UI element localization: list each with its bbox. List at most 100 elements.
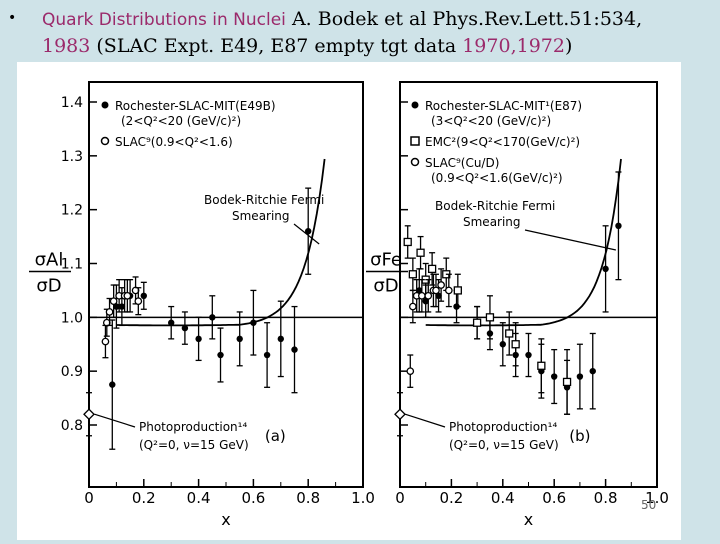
data-point-filled bbox=[195, 335, 202, 343]
data-point-open-circle bbox=[432, 286, 440, 295]
x-tick-label: 0 bbox=[84, 489, 94, 507]
title-line-2: 1983 (SLAC Expt. E49, E87 empty tgt data… bbox=[42, 35, 572, 57]
title-line-1: Quark Distributions in Nuclei A. Bodek e… bbox=[42, 8, 642, 30]
data-point-open-square bbox=[485, 313, 495, 322]
title-data-years: 1970,1972 bbox=[462, 35, 565, 57]
y-axis-label-numerator: σAl bbox=[35, 250, 64, 271]
legend-marker-open-circle bbox=[100, 136, 110, 146]
x-tick-label: 0 bbox=[395, 489, 405, 507]
data-point-open-square bbox=[453, 286, 462, 295]
data-point-filled bbox=[291, 346, 298, 353]
x-tick-label: 0.2 bbox=[132, 489, 156, 507]
annotation-arrow bbox=[94, 413, 136, 428]
fermi-smearing-curve bbox=[425, 158, 622, 327]
data-point-filled bbox=[277, 335, 284, 343]
x-tick-label: 0.8 bbox=[594, 489, 618, 507]
data-point-open-circle bbox=[408, 302, 417, 311]
legend-entry-text: SLAC⁹(Cu/D) bbox=[425, 156, 499, 170]
title-citation: A. Bodek et al Phys.Rev.Lett.51:534, bbox=[285, 8, 643, 30]
title-year: 1983 bbox=[42, 35, 91, 57]
data-point-open-square bbox=[408, 270, 418, 279]
data-point-filled bbox=[209, 314, 216, 321]
annotation-smearing-text: Smearing bbox=[232, 209, 290, 223]
legend-entry-text: (2<Q²<20 (GeV/c)²) bbox=[121, 114, 241, 128]
panel-label: (b) bbox=[569, 427, 590, 445]
data-point-open-square bbox=[416, 248, 425, 257]
data-point-filled bbox=[305, 228, 312, 235]
x-tick-label: 0.6 bbox=[542, 489, 566, 507]
y-tick-label: 1.2 bbox=[61, 203, 83, 219]
legend-marker-open-square bbox=[410, 136, 420, 146]
x-tick-label: 0.6 bbox=[241, 489, 265, 507]
y-axis-label-numerator: σFe bbox=[370, 250, 402, 271]
x-tick-label: 1.0 bbox=[645, 489, 669, 507]
annotation-photoproduction-text: Photoproduction¹⁴ bbox=[449, 420, 557, 434]
data-point-filled bbox=[435, 292, 442, 299]
annotation-arrow bbox=[293, 223, 320, 245]
annotation-photoproduction-text: Photoproduction¹⁴ bbox=[139, 420, 247, 434]
data-point-filled bbox=[416, 287, 423, 294]
y-tick-label: 0.9 bbox=[61, 364, 83, 380]
annotation-smearing-text: Smearing bbox=[463, 215, 521, 229]
x-axis-label: x bbox=[221, 510, 230, 529]
data-point-filled bbox=[217, 351, 224, 359]
data-point-filled bbox=[589, 367, 596, 375]
title-close-paren: ) bbox=[564, 35, 573, 57]
data-point-open-circle bbox=[424, 291, 433, 300]
chart-panel-a: 0 0.2 0.4 0.6 0.8 1.0 x 0.8 0.9 1.0 1.1 1.2 1.3 1.4 σA… bbox=[29, 81, 375, 529]
y-axis-label-denominator: σD bbox=[373, 276, 398, 297]
data-point-filled bbox=[576, 373, 584, 380]
x-tick-label: 0.4 bbox=[491, 489, 515, 507]
data-point-filled bbox=[168, 319, 175, 326]
x-tick-label: 0.4 bbox=[187, 489, 211, 507]
slide-header: • Quark Distributions in Nuclei A. Bodek… bbox=[0, 0, 720, 62]
legend-entry-text: (0.9<Q²<1.6(GeV/c)²) bbox=[431, 171, 563, 185]
legend-entry-text: EMC²(9<Q²<170(GeV/c)²) bbox=[425, 135, 580, 149]
legend-marker-filled-circle bbox=[411, 101, 419, 109]
y-tick-label: 1.4 bbox=[61, 95, 83, 111]
data-point-open-square bbox=[511, 340, 520, 349]
annotation-photoproduction-text: (Q²=0, ν=15 GeV) bbox=[449, 438, 559, 452]
chart-panel-b: 0 0.2 0.4 0.6 0.8 1.0 x σFe σD Rochester-SLAC-MIT… bbox=[366, 81, 669, 529]
data-point-filled bbox=[113, 303, 120, 310]
data-point-open-circle bbox=[437, 281, 445, 289]
data-point-filled bbox=[140, 292, 147, 299]
data-point-filled bbox=[118, 303, 126, 310]
y-axis-label-denominator: σD bbox=[36, 276, 61, 297]
annotation-arrow bbox=[404, 413, 446, 428]
legend-marker-open-circle bbox=[410, 157, 420, 167]
legend-entry-text: (3<Q²<20 (GeV/c)²) bbox=[431, 114, 551, 128]
y-tick-label: 1.0 bbox=[61, 310, 83, 326]
data-point-open-square bbox=[427, 264, 437, 274]
legend-marker-filled-circle bbox=[101, 101, 109, 109]
data-point-open-square bbox=[562, 377, 572, 387]
annotation-smearing-text: Bodek-Ritchie Fermi bbox=[435, 199, 555, 213]
figure-svg: 0 0.2 0.4 0.6 0.8 1.0 x 0.8 0.9 1.0 1.1 1.2 1.3 1.4 σA… bbox=[29, 81, 669, 529]
fermi-smearing-curve bbox=[116, 158, 326, 327]
title-experiment: (SLAC Expt. E49, E87 empty tgt data bbox=[90, 35, 463, 57]
data-point-open-circle bbox=[105, 308, 114, 316]
data-point-filled bbox=[422, 297, 429, 305]
data-point-open-circle bbox=[417, 291, 426, 300]
figure-scan: 0 0.2 0.4 0.6 0.8 1.0 x 0.8 0.9 1.0 1.1 1.2 1.3 1.4 σA… bbox=[17, 62, 681, 540]
data-point-open-circle bbox=[123, 291, 132, 300]
data-point-filled bbox=[525, 351, 532, 359]
data-point-filled bbox=[615, 222, 622, 230]
data-point-open-circle bbox=[109, 297, 118, 306]
annotation-photoproduction-text: (Q²=0, ν=15 GeV) bbox=[139, 438, 249, 452]
data-point-open-circle bbox=[101, 337, 110, 346]
panel-label: (a) bbox=[265, 427, 286, 445]
data-point-open-square bbox=[505, 329, 514, 338]
data-point-open-circle bbox=[444, 286, 453, 295]
x-tick-label: 0.2 bbox=[439, 489, 463, 507]
data-point-filled bbox=[551, 373, 558, 380]
bullet-marker: • bbox=[8, 10, 17, 26]
data-point-open-circle bbox=[406, 367, 415, 376]
annotation-arrow bbox=[524, 229, 617, 251]
y-tick-label: 1.1 bbox=[61, 257, 83, 273]
y-tick-label: 1.3 bbox=[61, 149, 83, 165]
x-tick-label: 1.0 bbox=[351, 489, 375, 507]
legend-entry-text: SLAC⁹(0.9<Q²<1.6) bbox=[115, 135, 233, 149]
title-topic: Quark Distributions in Nuclei bbox=[42, 10, 286, 30]
page-number: 50 bbox=[641, 498, 657, 512]
